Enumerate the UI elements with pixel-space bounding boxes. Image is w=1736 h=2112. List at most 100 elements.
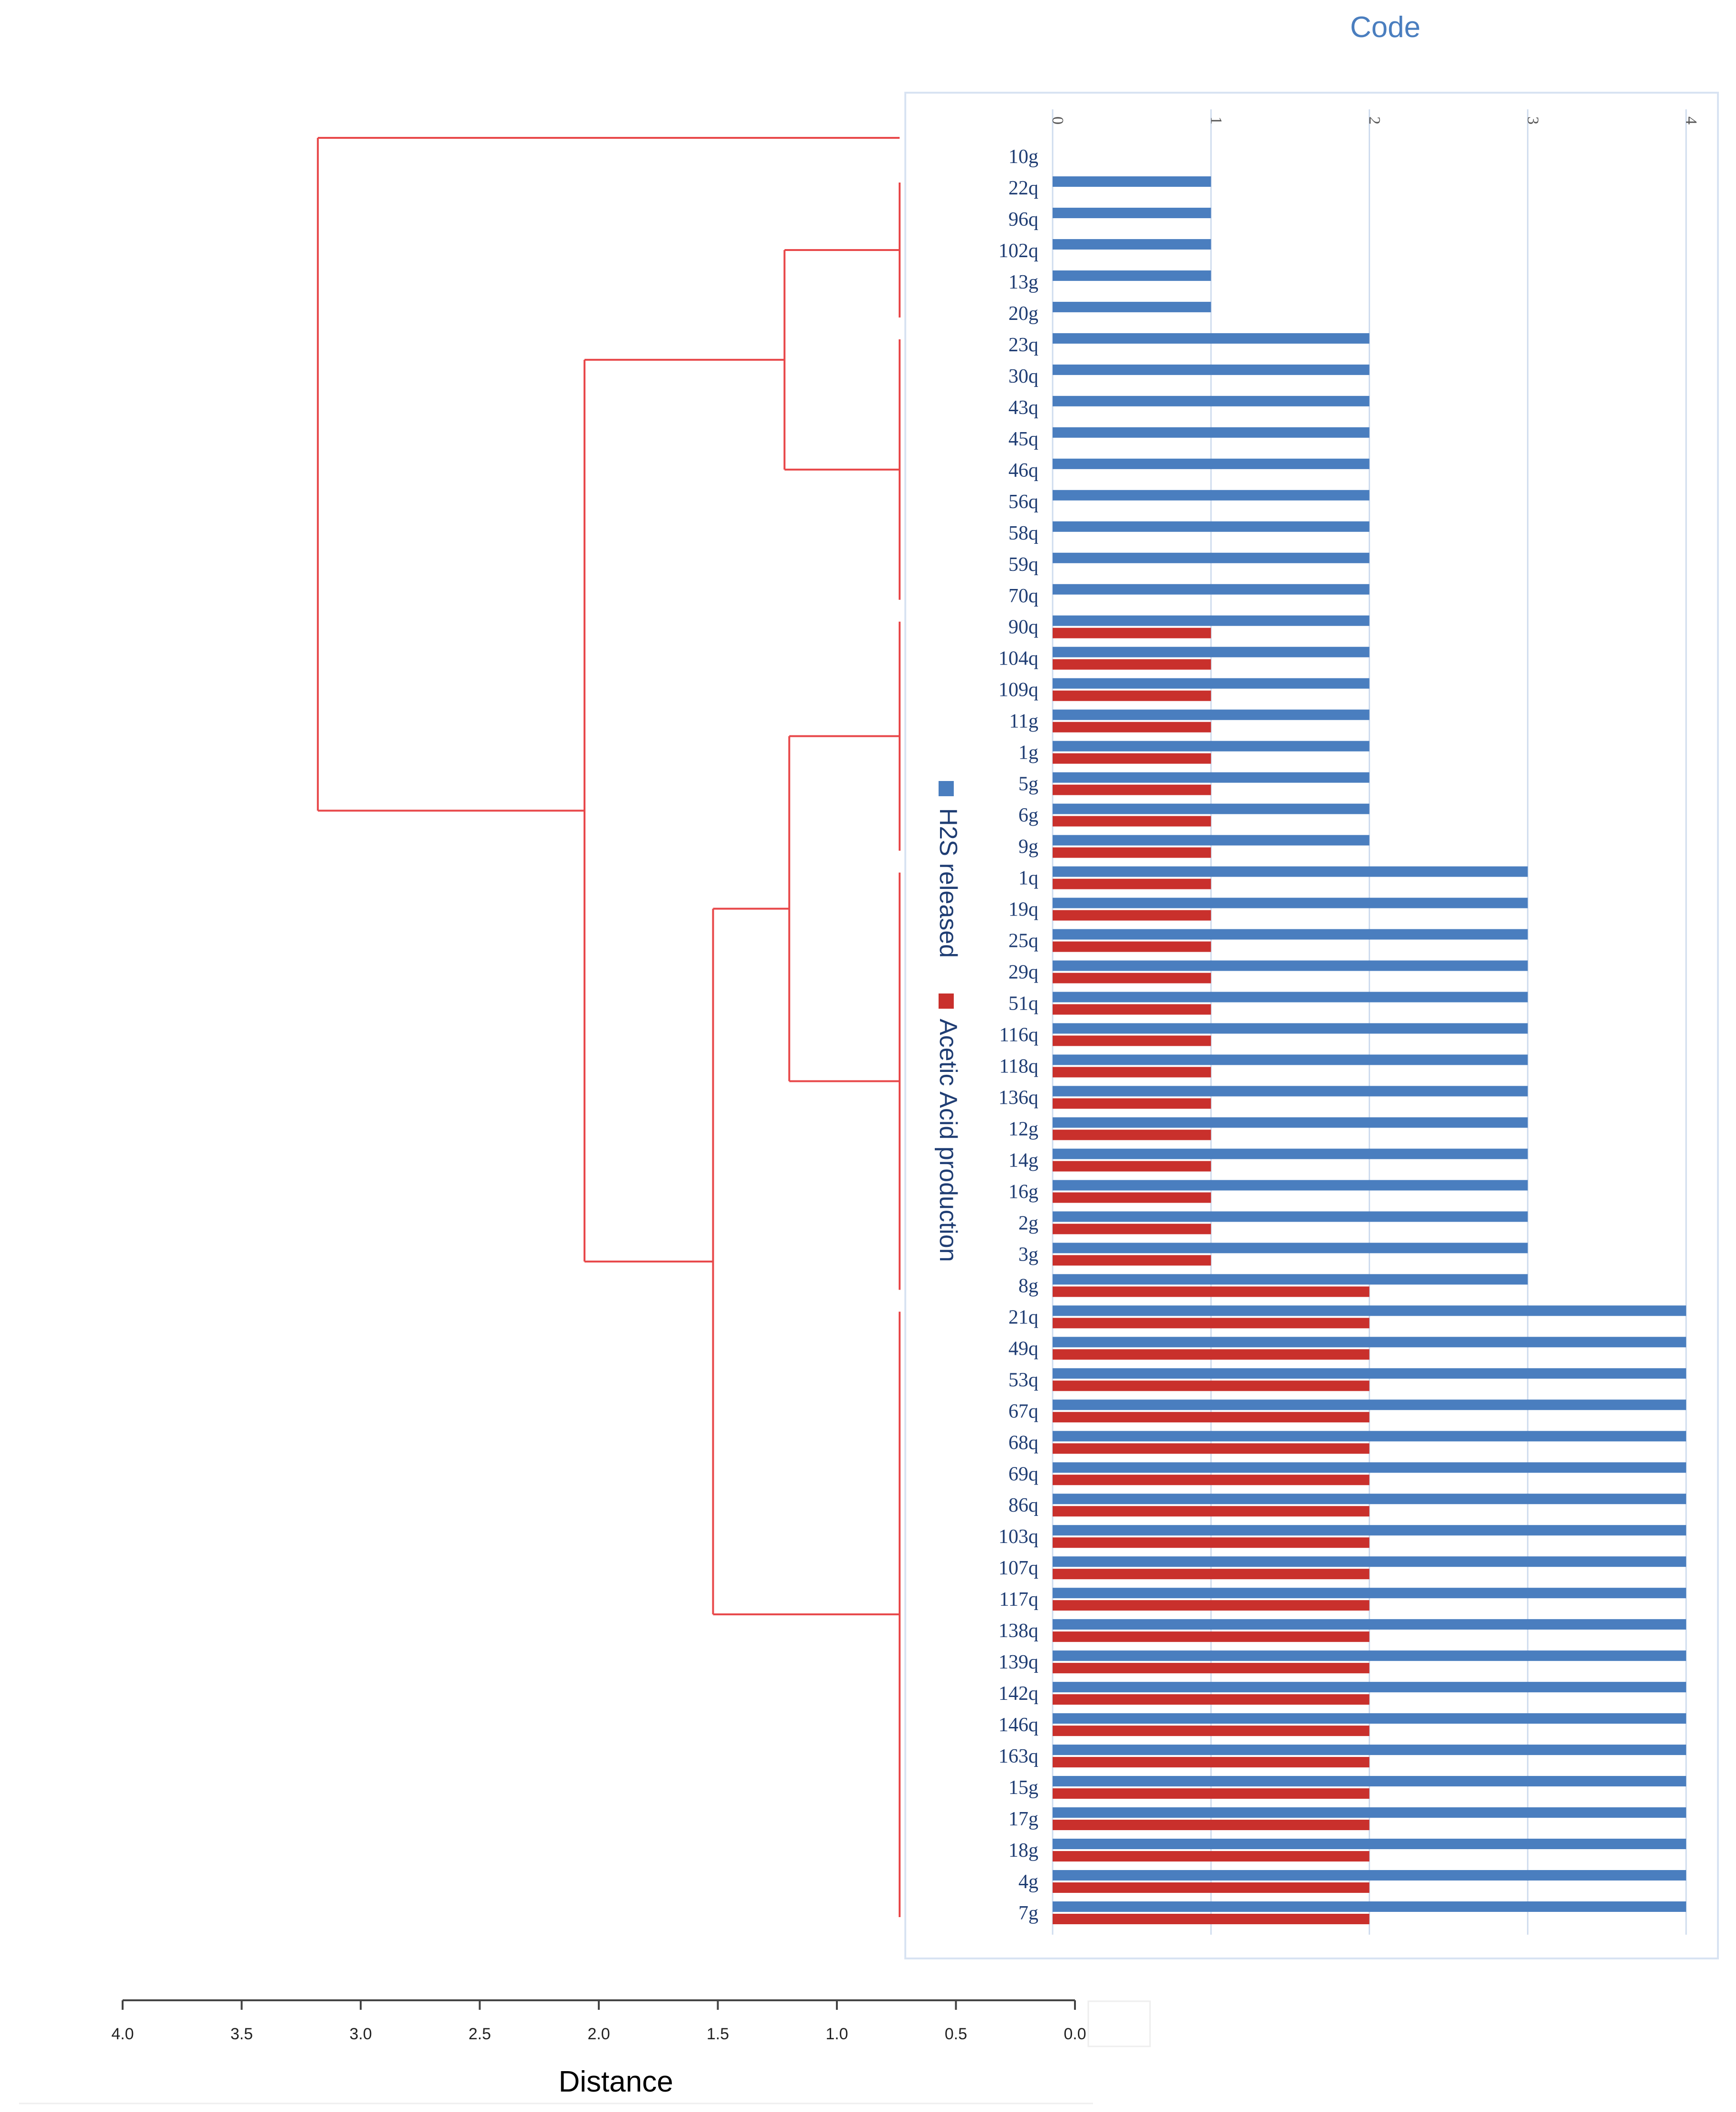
category-label: 59q xyxy=(1008,554,1038,576)
bar-h2s xyxy=(1053,772,1370,783)
bar-h2s xyxy=(1053,584,1370,595)
bar-acetic xyxy=(1053,1569,1370,1580)
category-label: 96q xyxy=(1008,209,1038,231)
dendrogram xyxy=(317,137,901,1917)
bar-h2s xyxy=(1053,835,1370,846)
bar-h2s xyxy=(1053,1807,1686,1818)
bar-h2s xyxy=(1053,1054,1528,1065)
category-label: 13g xyxy=(1008,271,1038,293)
bar-h2s xyxy=(1053,1180,1528,1191)
category-label: 49q xyxy=(1008,1338,1038,1360)
distance-tick-label: 0.5 xyxy=(945,2025,967,2043)
bar-h2s xyxy=(1053,678,1370,689)
category-label: 90q xyxy=(1008,617,1038,638)
value-tick-label: 0 xyxy=(1049,116,1066,125)
bar-acetic xyxy=(1053,1035,1211,1046)
value-tick-labels: 0 1 2 3 4 xyxy=(1049,116,1700,125)
bar-acetic xyxy=(1053,1663,1370,1674)
distance-tick-label: 0.0 xyxy=(1064,2025,1086,2043)
bar-h2s xyxy=(1053,615,1370,626)
category-label: 14g xyxy=(1008,1149,1038,1171)
bar-h2s xyxy=(1053,364,1370,375)
bar-h2s xyxy=(1053,1901,1686,1912)
distance-tick-label: 2.5 xyxy=(469,2025,491,2043)
bar-acetic xyxy=(1053,627,1211,638)
bar-acetic xyxy=(1053,1631,1370,1642)
value-tick-label: 3 xyxy=(1524,116,1542,125)
category-label: 46q xyxy=(1008,460,1038,482)
bar-h2s xyxy=(1053,1870,1686,1881)
distance-axis: 4.0 3.5 3.0 2.5 2.0 1.5 1.0 0.5 0.0 xyxy=(111,1999,1086,2043)
bar-acetic xyxy=(1053,1067,1211,1078)
bar-h2s xyxy=(1053,176,1211,187)
category-label: 20g xyxy=(1008,303,1038,325)
bar-h2s xyxy=(1053,490,1370,501)
bar-h2s xyxy=(1053,646,1370,657)
category-label: 2g xyxy=(1018,1212,1038,1234)
bar-h2s xyxy=(1053,1713,1686,1724)
category-label: 18g xyxy=(1008,1840,1038,1861)
category-label: 51q xyxy=(1008,993,1038,1015)
axis-inset-box xyxy=(1087,2000,1151,2047)
bar-h2s xyxy=(1053,1023,1528,1034)
category-label: 103q xyxy=(998,1526,1038,1548)
bar-h2s xyxy=(1053,866,1528,877)
bar-acetic xyxy=(1053,1757,1370,1768)
legend-swatch-acetic xyxy=(939,993,954,1009)
legend: H2S released Acetic Acid production xyxy=(934,781,962,1262)
category-label: 7g xyxy=(1018,1902,1038,1924)
category-label: 1q xyxy=(1018,868,1038,889)
bar-acetic xyxy=(1053,1694,1370,1705)
category-label: 30q xyxy=(1008,366,1038,387)
bar-acetic xyxy=(1053,1882,1370,1893)
category-label: 6g xyxy=(1018,805,1038,827)
category-label: 15g xyxy=(1008,1777,1038,1799)
category-label: 117q xyxy=(999,1589,1038,1611)
bar-acetic xyxy=(1053,690,1211,701)
bar-h2s xyxy=(1053,521,1370,532)
bar-acetic xyxy=(1053,1192,1211,1203)
bar-h2s xyxy=(1053,395,1370,406)
category-label: 107q xyxy=(998,1557,1038,1579)
bar-h2s xyxy=(1053,239,1211,250)
bar-chart-title: Code xyxy=(1350,11,1420,44)
bar-h2s xyxy=(1053,960,1528,971)
bar-acetic xyxy=(1053,722,1211,733)
bar-h2s xyxy=(1053,1619,1686,1630)
category-label: 146q xyxy=(998,1714,1038,1736)
bar-h2s xyxy=(1053,1776,1686,1787)
bar-acetic xyxy=(1053,784,1211,795)
distance-axis-title: Distance xyxy=(558,2065,673,2098)
bar-acetic xyxy=(1053,1914,1370,1924)
legend-swatch-h2s xyxy=(939,781,954,796)
category-label: 12g xyxy=(1008,1118,1038,1140)
bar-acetic xyxy=(1053,1129,1211,1140)
bar-h2s xyxy=(1053,1086,1528,1097)
bar-h2s xyxy=(1053,458,1370,469)
bar-h2s xyxy=(1053,1650,1686,1661)
bar-acetic xyxy=(1053,1506,1370,1517)
category-label: 16g xyxy=(1008,1181,1038,1203)
bar-h2s xyxy=(1053,1431,1686,1442)
category-labels: 10g 22q 96q 102q 13g 20g 23q 30q 43q 45q 46q 56q 58q… xyxy=(998,146,1038,1924)
bar-acetic xyxy=(1053,816,1211,827)
legend-label-h2s: H2S released xyxy=(934,808,962,958)
category-label: 70q xyxy=(1008,585,1038,607)
category-label: 5g xyxy=(1018,773,1038,795)
category-label: 23q xyxy=(1008,334,1038,356)
distance-tick-label: 3.5 xyxy=(230,2025,253,2043)
distance-tick-label: 1.0 xyxy=(825,2025,848,2043)
bar-h2s xyxy=(1053,1211,1528,1222)
category-label: 11g xyxy=(1009,711,1038,733)
bar-acetic xyxy=(1053,1255,1211,1266)
category-label: 45q xyxy=(1008,428,1038,450)
distance-tick-label: 2.0 xyxy=(587,2025,610,2043)
bar-h2s xyxy=(1053,1556,1686,1567)
bar-h2s xyxy=(1053,1243,1528,1254)
bar-acetic xyxy=(1053,1820,1370,1831)
category-label: 21q xyxy=(1008,1306,1038,1328)
category-label: 142q xyxy=(998,1683,1038,1705)
category-label: 17g xyxy=(1008,1808,1038,1830)
category-label: 56q xyxy=(1008,491,1038,513)
bar-h2s xyxy=(1053,270,1211,281)
